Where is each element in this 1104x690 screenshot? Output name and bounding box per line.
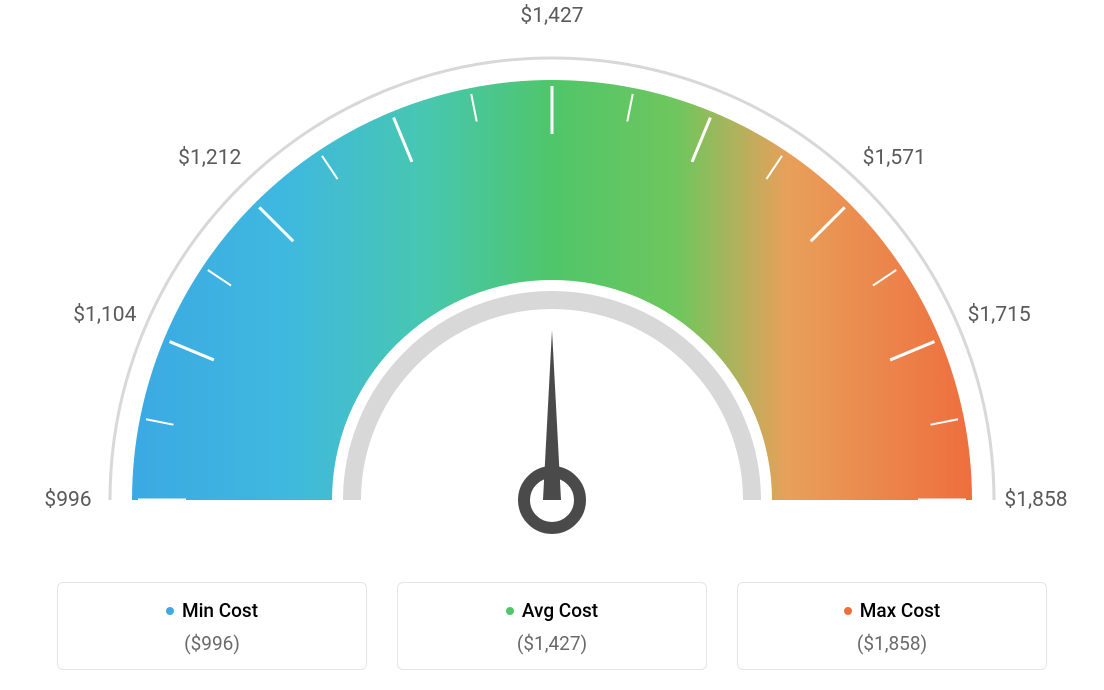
legend-label: Avg Cost bbox=[522, 599, 598, 622]
gauge-tick-label: $1,715 bbox=[968, 303, 1031, 327]
gauge-tick-label: $1,212 bbox=[178, 146, 241, 170]
dot-icon bbox=[506, 607, 514, 615]
gauge-tick-label: $1,858 bbox=[1004, 488, 1067, 512]
gauge-tick-label: $1,427 bbox=[520, 4, 583, 28]
legend-title-min: Min Cost bbox=[166, 599, 258, 622]
legend-label: Min Cost bbox=[182, 599, 258, 622]
dot-icon bbox=[166, 607, 174, 615]
legend-card-min: Min Cost ($996) bbox=[57, 582, 367, 670]
legend-row: Min Cost ($996) Avg Cost ($1,427) Max Co… bbox=[0, 582, 1104, 670]
gauge-svg bbox=[0, 0, 1104, 560]
legend-value: ($996) bbox=[68, 632, 356, 655]
legend-title-max: Max Cost bbox=[844, 599, 940, 622]
legend-card-max: Max Cost ($1,858) bbox=[737, 582, 1047, 670]
legend-value: ($1,858) bbox=[748, 632, 1036, 655]
dot-icon bbox=[844, 607, 852, 615]
legend-card-avg: Avg Cost ($1,427) bbox=[397, 582, 707, 670]
legend-label: Max Cost bbox=[860, 599, 940, 622]
legend-value: ($1,427) bbox=[408, 632, 696, 655]
gauge-tick-label: $1,571 bbox=[863, 146, 926, 170]
gauge-tick-label: $1,104 bbox=[73, 303, 136, 327]
legend-title-avg: Avg Cost bbox=[506, 599, 598, 622]
gauge-tick-label: $996 bbox=[44, 488, 91, 512]
cost-gauge: $996 $1,104 $1,212 $1,427 $1,571 $1,715 $1,858 bbox=[0, 0, 1104, 560]
